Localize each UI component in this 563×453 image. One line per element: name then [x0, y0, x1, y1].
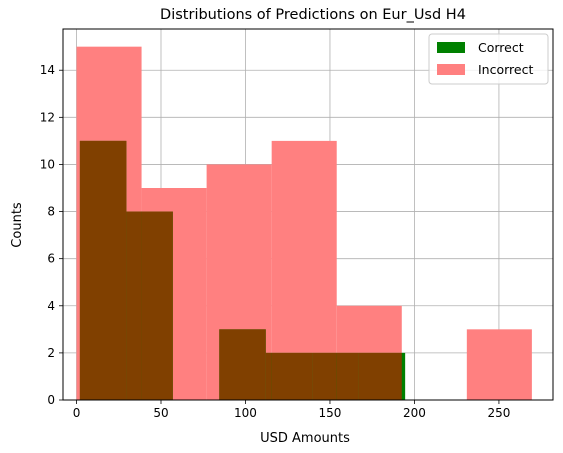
x-tick-label: 250 — [487, 406, 510, 420]
overlap-bar — [337, 353, 359, 400]
y-tick-label: 8 — [47, 205, 55, 219]
legend-label-correct: Correct — [478, 40, 524, 55]
overlap-bar — [359, 353, 402, 400]
x-tick-label: 100 — [234, 406, 257, 420]
overlap-bar — [80, 141, 126, 400]
incorrect-bar — [467, 329, 532, 400]
y-tick-label: 2 — [47, 346, 55, 360]
y-tick-label: 4 — [47, 299, 55, 313]
y-tick-label: 12 — [40, 110, 55, 124]
plot-area — [63, 29, 553, 400]
chart-title: Distributions of Predictions on Eur_Usd … — [160, 7, 466, 23]
legend-swatch-incorrect — [437, 64, 465, 75]
x-tick-label: 200 — [403, 406, 426, 420]
overlap-bar — [142, 212, 173, 400]
x-tick-label: 0 — [73, 406, 81, 420]
overlap-bar — [266, 353, 272, 400]
y-tick-label: 6 — [47, 252, 55, 266]
overlap-bar — [219, 329, 265, 400]
overlap-bar — [126, 212, 141, 400]
overlap-bar — [312, 353, 337, 400]
x-tick-label: 50 — [153, 406, 168, 420]
legend-swatch-correct — [437, 42, 465, 53]
y-tick-label: 14 — [40, 63, 55, 77]
legend: Correct Incorrect — [429, 34, 548, 84]
y-tick-label: 0 — [47, 393, 55, 407]
x-axis-title: USD Amounts — [260, 431, 350, 446]
y-tick-label: 10 — [40, 157, 55, 171]
legend-label-incorrect: Incorrect — [478, 62, 533, 77]
x-tick-label: 150 — [319, 406, 342, 420]
overlap-bar — [272, 353, 313, 400]
y-axis-title: Counts — [10, 202, 25, 248]
